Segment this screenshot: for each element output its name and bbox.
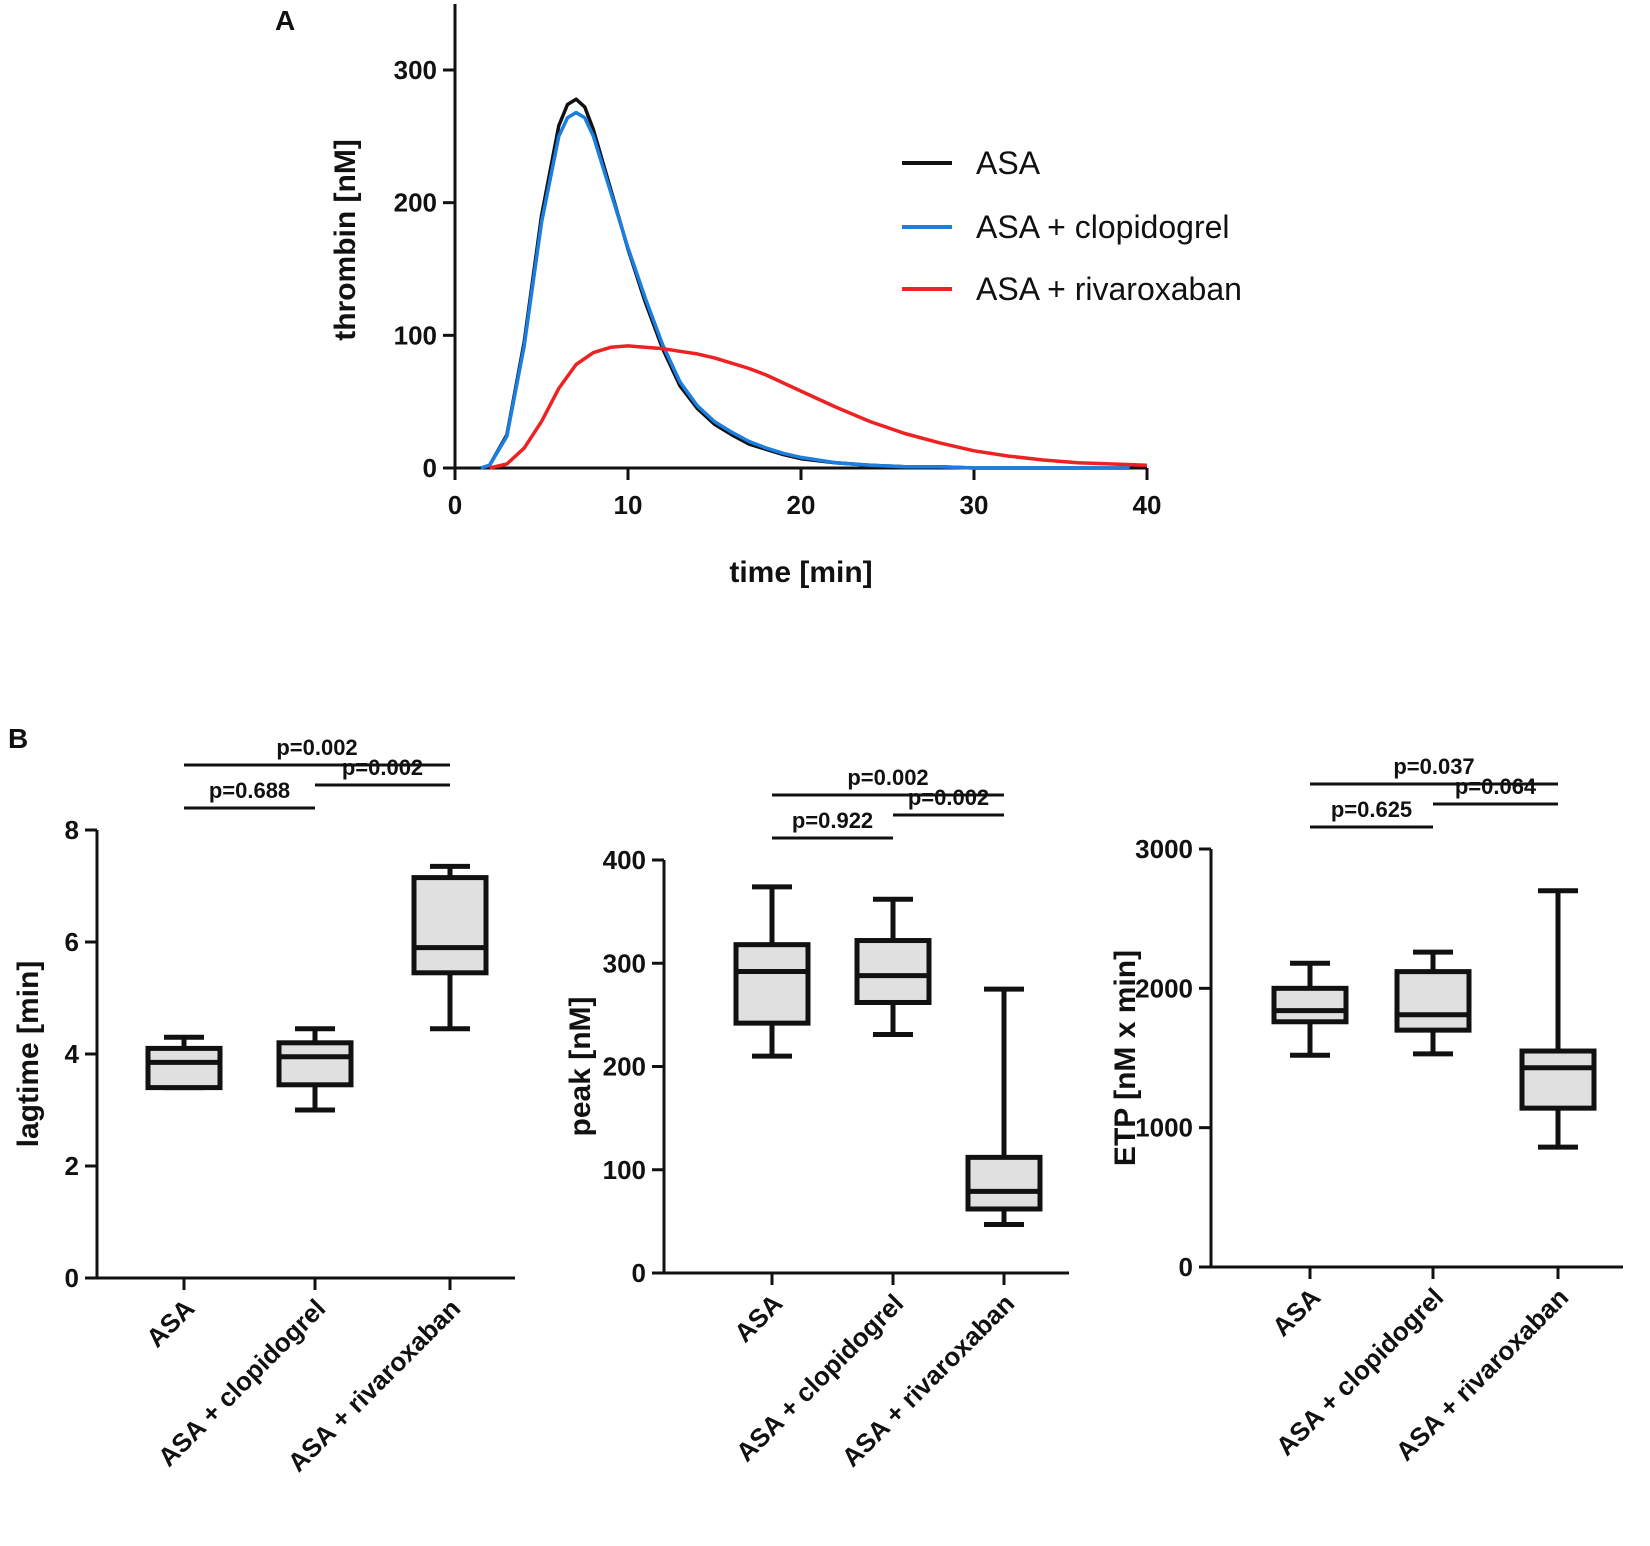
y-axis-title: ETP [nM x min] xyxy=(1109,950,1142,1166)
y-tick-label: 400 xyxy=(603,845,646,875)
p-value-label: p=0.064 xyxy=(1455,774,1537,799)
box-asa xyxy=(733,884,811,1059)
iqr-box xyxy=(1271,985,1349,1025)
y-tick-label: 300 xyxy=(394,55,437,85)
comparison-0-2: p=0.002 xyxy=(184,735,450,767)
iqr-box xyxy=(965,1154,1043,1212)
comparison-0-1: p=0.688 xyxy=(184,778,315,810)
comparison-0-1: p=0.625 xyxy=(1310,797,1433,829)
y-tick-label: 6 xyxy=(65,927,79,957)
comparison-0-1: p=0.922 xyxy=(772,808,893,840)
box-asa-clopidogrel xyxy=(276,1026,354,1113)
comparison-0-2: p=0.037 xyxy=(1310,754,1558,786)
y-tick-label: 0 xyxy=(65,1263,79,1293)
iqr-box xyxy=(145,1045,223,1091)
x-tick-label: 40 xyxy=(1133,490,1162,520)
iqr-box xyxy=(854,938,932,1005)
category-label-asa: ASA xyxy=(1266,1282,1326,1342)
box-asa xyxy=(1271,960,1349,1058)
panel-b-label: B xyxy=(8,723,28,754)
p-value-label: p=0.688 xyxy=(209,778,290,803)
y-tick-label: 0 xyxy=(423,453,437,483)
thrombin-generation-chart: 0 100 200 300 0 10 20 30 40 time [min] thrombin [n… xyxy=(329,4,1242,589)
p-value-label: p=0.002 xyxy=(276,735,357,760)
box-asa-rivaroxaban xyxy=(965,986,1043,1227)
y-tick-label: 200 xyxy=(603,1052,646,1082)
p-value-label: p=0.625 xyxy=(1331,797,1412,822)
box-asa-clopidogrel xyxy=(1394,949,1472,1057)
category-label-asa: ASA xyxy=(140,1293,200,1353)
legend-label-asa-rivaroxaban: ASA + rivaroxaban xyxy=(976,271,1242,307)
comparison-0-2: p=0.002 xyxy=(772,765,1004,797)
y-tick-label: 300 xyxy=(603,948,646,978)
x-tick-label: 20 xyxy=(787,490,816,520)
y-tick-label: 200 xyxy=(394,188,437,218)
y-tick-label: 0 xyxy=(1179,1252,1193,1282)
iqr-box xyxy=(1519,1048,1597,1111)
p-value-label: p=0.002 xyxy=(342,755,423,780)
box-asa-rivaroxaban xyxy=(1519,888,1597,1150)
p-value-label: p=0.002 xyxy=(847,765,928,790)
iqr-box xyxy=(733,942,811,1026)
iqr-box xyxy=(276,1040,354,1088)
y-tick-label: 100 xyxy=(394,320,437,350)
y-tick-label: 0 xyxy=(632,1258,646,1288)
y-tick-label: 100 xyxy=(603,1155,646,1185)
y-tick-label: 3000 xyxy=(1135,834,1193,864)
y-tick-label: 2000 xyxy=(1135,973,1193,1003)
y-axis-title: lagtime [min] xyxy=(12,961,45,1148)
comparison-1-2: p=0.064 xyxy=(1433,774,1558,806)
y-axis-title: thrombin [nM] xyxy=(329,139,362,341)
iqr-box xyxy=(411,875,489,976)
x-tick-label: 0 xyxy=(448,490,462,520)
box-asa xyxy=(145,1034,223,1091)
p-value-label: p=0.922 xyxy=(792,808,873,833)
category-label-asa: ASA xyxy=(728,1288,788,1348)
p-value-label: p=0.037 xyxy=(1393,754,1474,779)
box-asa-rivaroxaban xyxy=(411,863,489,1032)
iqr-box xyxy=(1394,969,1472,1033)
y-tick-label: 1000 xyxy=(1135,1113,1193,1143)
x-tick-label: 30 xyxy=(960,490,989,520)
box-asa-clopidogrel xyxy=(854,896,932,1037)
y-tick-label: 4 xyxy=(65,1039,80,1069)
series-line-asa-rivaroxaban xyxy=(489,344,1148,470)
p-value-label: p=0.002 xyxy=(908,785,989,810)
comparison-1-2: p=0.002 xyxy=(893,785,1004,817)
comparison-1-2: p=0.002 xyxy=(315,755,450,787)
x-tick-label: 10 xyxy=(614,490,643,520)
y-tick-label: 2 xyxy=(65,1151,79,1181)
y-axis-title: peak [nM] xyxy=(564,996,597,1136)
series-line-asa-clopidogrel xyxy=(480,110,1130,470)
y-tick-label: 8 xyxy=(65,815,79,845)
panel-a-label: A xyxy=(275,5,295,36)
legend-label-asa: ASA xyxy=(976,145,1041,181)
x-axis-title: time [min] xyxy=(729,556,872,589)
legend-label-asa-clopidogrel: ASA + clopidogrel xyxy=(976,209,1230,245)
